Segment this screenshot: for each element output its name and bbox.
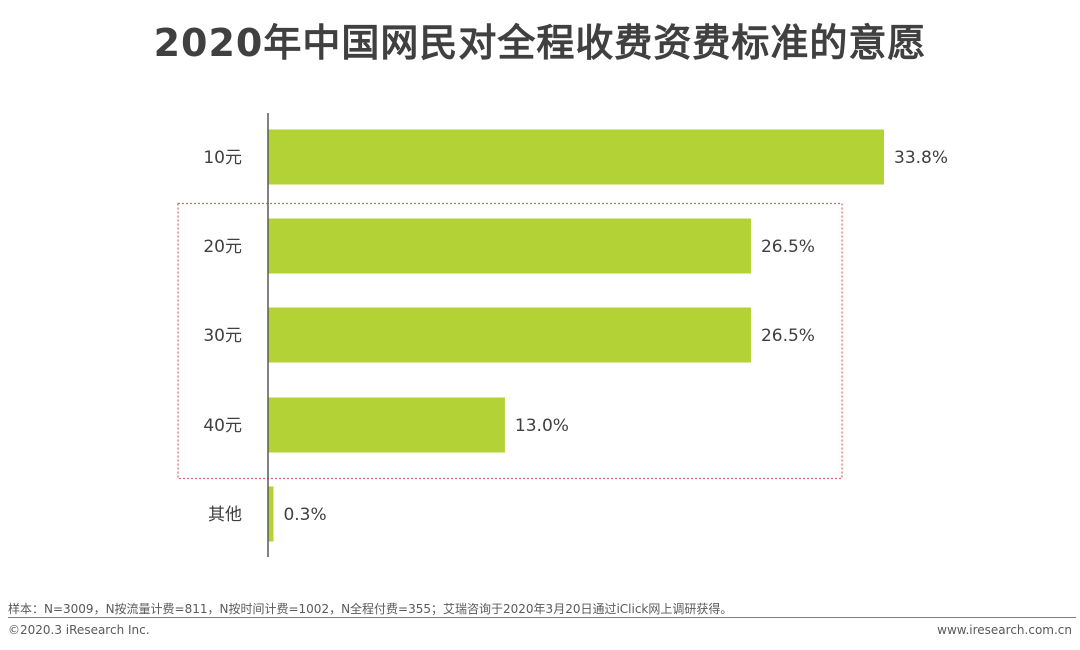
highlight-box (177, 202, 843, 480)
value-label: 33.8% (894, 148, 948, 168)
sample-note: 样本：N=3009，N按流量计费=811，N按时间计费=1002，N全程付费=3… (8, 602, 733, 616)
bar (268, 307, 751, 363)
bar (268, 397, 505, 453)
value-label: 13.0% (515, 416, 569, 436)
value-label: 26.5% (761, 326, 815, 346)
bar-chart: 10元 33.8% 20元 26.5% 30元 26.5% 40元 13.0% 其他 0.3% (177, 113, 948, 557)
bar (268, 129, 884, 185)
value-label: 0.3% (283, 505, 326, 525)
category-label: 其他 (208, 505, 242, 525)
copyright-text: ©2020.3 iResearch Inc. (8, 623, 150, 637)
value-label: 26.5% (761, 237, 815, 257)
category-label: 10元 (203, 148, 242, 168)
bar (268, 218, 751, 274)
website-text: www.iresearch.com.cn (937, 623, 1072, 637)
chart-title: 2020年中国网民对全程收费资费标准的意愿 (153, 21, 927, 65)
category-label: 20元 (203, 237, 242, 257)
category-label: 30元 (203, 326, 242, 346)
bar (268, 486, 274, 542)
category-label: 40元 (203, 416, 242, 436)
footer-divider (8, 617, 1076, 618)
